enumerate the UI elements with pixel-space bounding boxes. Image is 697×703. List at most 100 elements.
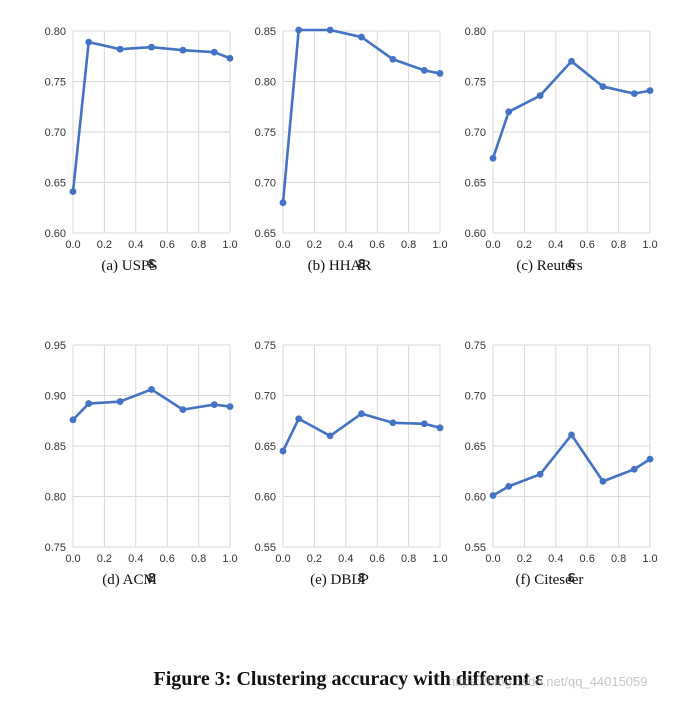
chart-hhar-panel: 0.65 0.70 0.75 0.80 0.85 0.0 0.2 0.4 0.6 0.8 1.0 ε …: [237, 14, 448, 282]
data-point: [489, 492, 497, 499]
chart-acm: 0.75 0.80 0.85 0.90 0.95 0.0 0.2 0.4 0.6 0.8 1.0 ε: [45, 340, 238, 586]
data-point: [630, 90, 638, 98]
x-tick-label: 0.6: [580, 553, 595, 565]
x-tick-label: 1.0: [222, 553, 237, 565]
x-tick-label: 1.0: [222, 239, 237, 251]
data-point: [599, 477, 607, 485]
chart-acm-panel: 0.75 0.80 0.85 0.90 0.95 0.0 0.2 0.4 0.6 0.8 1.0 ε …: [27, 328, 238, 596]
chart-usps-panel: 0.60 0.65 0.70 0.75 0.80 0.0 0.2 0.4 0.6 0.8 1.0 ε …: [27, 14, 238, 282]
x-tick-label: 0.2: [97, 553, 112, 565]
y-tick-label: 0.55: [255, 542, 276, 554]
x-tick-label: 0.4: [128, 239, 143, 251]
x-tick-label: 0.6: [580, 239, 595, 251]
y-tick-label: 0.75: [465, 340, 486, 352]
x-tick-label: 0.0: [485, 553, 500, 565]
data-point: [436, 424, 444, 432]
x-tick-label: 0.8: [191, 553, 206, 565]
y-tick-label: 0.65: [45, 178, 66, 190]
x-tick-label: 0.8: [191, 239, 206, 251]
watermark: https://blog.csdn.net/qq_44015059: [448, 674, 648, 689]
chart-dblp: 0.55 0.60 0.65 0.70 0.75 0.0 0.2 0.4 0.6 0.8 1.0 ε: [255, 340, 448, 586]
data-point: [389, 419, 397, 427]
x-tick-label: 0.4: [338, 553, 353, 565]
y-tick-label: 0.70: [465, 127, 486, 139]
y-tick-label: 0.70: [465, 391, 486, 403]
y-tick-label: 0.70: [45, 127, 66, 139]
y-tick-label: 0.75: [465, 77, 486, 89]
series-line: [492, 433, 651, 497]
y-tick-label: 0.65: [465, 178, 486, 190]
x-tick-label: 0.8: [611, 239, 626, 251]
x-axis-label: ε: [567, 567, 575, 586]
chart-citeseer-panel: 0.55 0.60 0.65 0.70 0.75 0.0 0.2 0.4 0.6 0.8 1.0 ε …: [447, 328, 658, 596]
x-tick-label: 0.4: [338, 239, 353, 251]
y-tick-label: 0.60: [45, 228, 66, 240]
series-line: [281, 412, 441, 452]
y-tick-label: 0.75: [255, 340, 276, 352]
x-tick-label: 1.0: [432, 239, 447, 251]
chart-reuters-panel: 0.60 0.65 0.70 0.75 0.80 0.0 0.2 0.4 0.6 0.8 1.0 ε …: [447, 14, 658, 282]
series-line: [71, 40, 231, 192]
data-point: [148, 43, 155, 51]
x-tick-label: 0.6: [160, 239, 175, 251]
data-point: [85, 400, 93, 407]
y-tick-label: 0.60: [465, 228, 486, 240]
x-tick-label: 0.2: [307, 239, 322, 251]
x-tick-label: 0.2: [517, 239, 532, 251]
data-point: [536, 92, 544, 100]
data-point: [326, 432, 334, 440]
y-tick-label: 0.70: [255, 391, 276, 403]
chart-dblp-panel: 0.55 0.60 0.65 0.70 0.75 0.0 0.2 0.4 0.6 0.8 1.0 ε …: [237, 328, 448, 596]
x-tick-label: 0.4: [128, 553, 143, 565]
data-point: [536, 470, 544, 478]
data-point: [226, 54, 234, 62]
x-tick-label: 0.0: [65, 553, 80, 565]
y-tick-label: 0.80: [45, 26, 66, 38]
y-tick-label: 0.90: [45, 391, 66, 403]
data-point: [179, 46, 187, 54]
y-tick-label: 0.55: [465, 542, 486, 554]
y-tick-label: 0.60: [255, 492, 276, 504]
caption-acm: (d) ACM: [102, 572, 157, 588]
data-point: [295, 26, 303, 34]
series-line: [491, 59, 651, 159]
figure-title: Figure 3: Clustering accuracy with diffe…: [153, 668, 544, 690]
data-point: [389, 55, 397, 63]
y-tick-label: 0.85: [45, 441, 66, 453]
series-line: [72, 388, 231, 421]
x-tick-label: 1.0: [642, 239, 657, 251]
x-tick-label: 0.2: [517, 553, 532, 565]
chart-reuters: 0.60 0.65 0.70 0.75 0.80 0.0 0.2 0.4 0.6 0.8 1.0 ε: [465, 26, 658, 272]
data-point: [420, 420, 428, 428]
data-point: [568, 57, 575, 65]
caption-reuters: (c) Reuters: [516, 258, 583, 274]
x-axis-label: ε: [357, 567, 365, 586]
data-point: [85, 38, 93, 46]
x-axis-label: ε: [147, 253, 155, 272]
data-point: [116, 45, 124, 53]
data-point: [568, 431, 575, 439]
data-point: [279, 199, 287, 207]
data-point: [210, 401, 218, 408]
series-line: [281, 28, 441, 203]
data-point: [295, 415, 303, 423]
y-tick-label: 0.70: [255, 178, 276, 190]
data-point: [358, 33, 365, 41]
data-point: [116, 398, 124, 405]
caption-hhar: (b) HHAR: [307, 258, 372, 274]
y-tick-label: 0.85: [255, 26, 276, 38]
data-point: [226, 403, 234, 411]
y-tick-label: 0.60: [465, 492, 486, 504]
x-tick-label: 0.4: [548, 239, 563, 251]
x-tick-label: 0.0: [275, 553, 290, 565]
data-point: [358, 410, 365, 418]
x-tick-label: 0.4: [548, 553, 563, 565]
data-point: [505, 108, 513, 116]
data-point: [436, 70, 444, 77]
x-axis-label: ε: [567, 253, 575, 272]
caption-usps: (a) USPS: [101, 258, 158, 274]
chart-usps: 0.60 0.65 0.70 0.75 0.80 0.0 0.2 0.4 0.6 0.8 1.0 ε: [45, 26, 238, 272]
x-tick-label: 1.0: [432, 553, 447, 565]
y-tick-label: 0.65: [255, 228, 276, 240]
x-axis-label: ε: [357, 253, 365, 272]
